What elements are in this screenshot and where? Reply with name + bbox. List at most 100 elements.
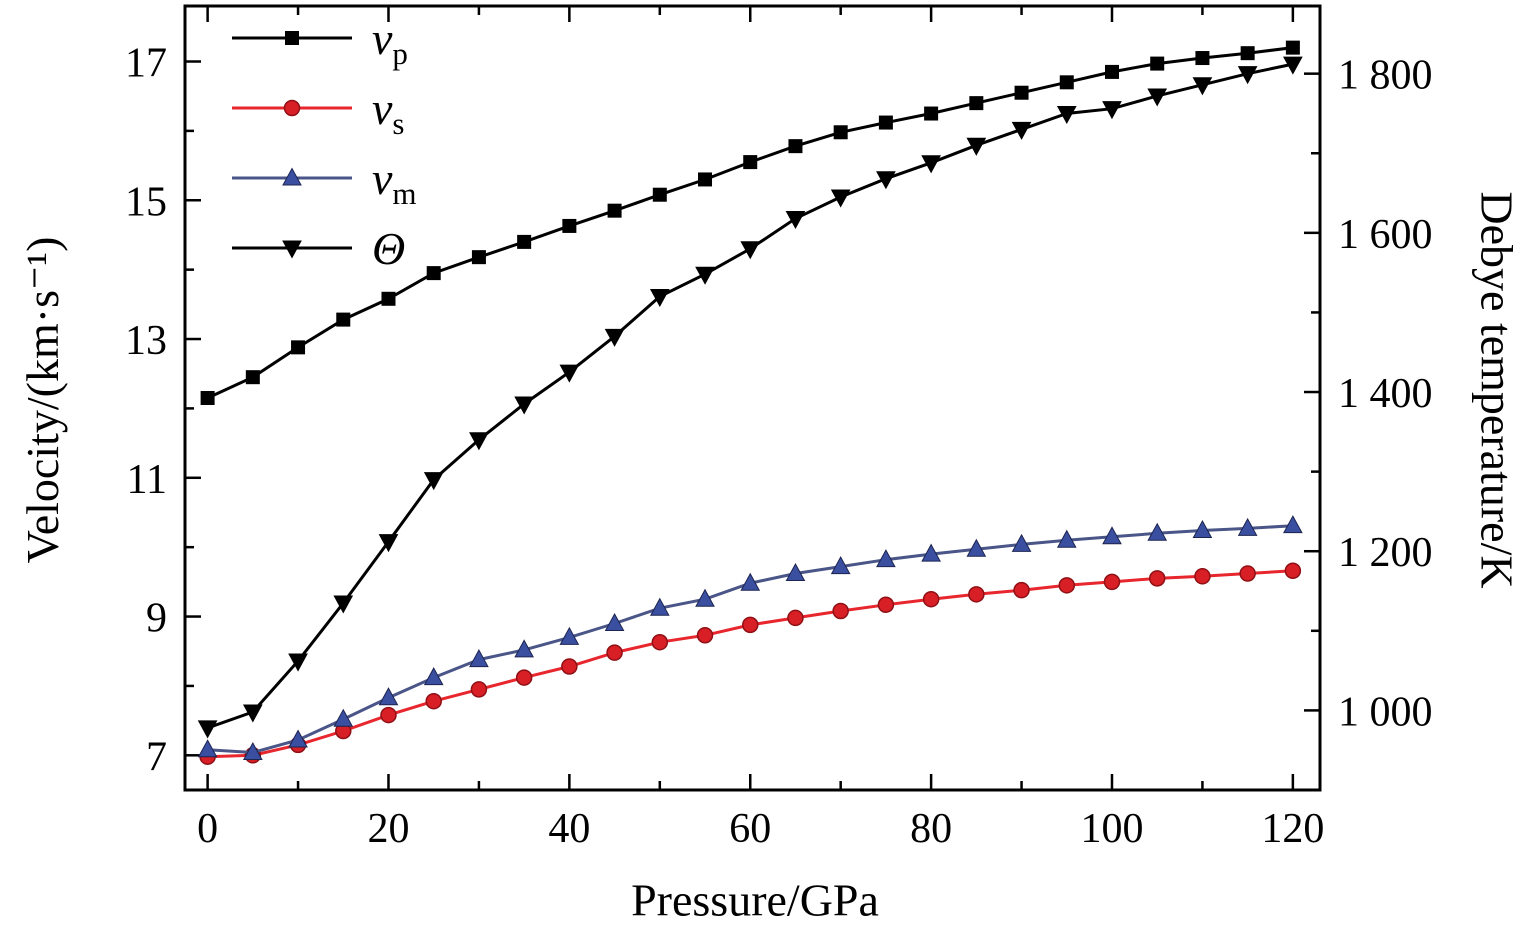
marker-triangle-up xyxy=(649,597,670,616)
marker-circle xyxy=(1103,573,1121,591)
marker-circle xyxy=(922,590,940,608)
marker-square xyxy=(743,155,758,170)
left-tick-label: 17 xyxy=(125,41,167,87)
marker-triangle-up xyxy=(423,667,444,686)
marker-circle xyxy=(1194,568,1211,585)
marker-circle xyxy=(1284,562,1302,580)
marker-triangle-down xyxy=(514,396,534,415)
marker-triangle-up xyxy=(1056,529,1077,548)
marker-triangle-down xyxy=(1147,88,1168,107)
marker-triangle-up xyxy=(1283,515,1303,534)
legend-label: vs xyxy=(372,83,405,141)
marker-circle xyxy=(283,99,301,117)
marker-triangle-down xyxy=(1011,121,1032,140)
marker-square xyxy=(1195,51,1210,66)
marker-triangle-down xyxy=(469,432,489,451)
marker-square xyxy=(285,31,299,45)
marker-triangle-down xyxy=(423,472,444,491)
marker-square xyxy=(336,312,351,327)
marker-triangle-up xyxy=(695,588,715,607)
marker-square xyxy=(833,125,848,140)
marker-triangle-down xyxy=(1283,56,1303,75)
marker-triangle-up xyxy=(966,538,987,557)
marker-circle xyxy=(696,627,714,644)
marker-square xyxy=(291,340,306,355)
marker-circle xyxy=(1148,570,1166,587)
marker-triangle-down xyxy=(1056,105,1077,124)
right-tick-label: 1 600 xyxy=(1338,212,1433,258)
marker-circle xyxy=(1013,581,1030,599)
series-line xyxy=(207,524,1293,755)
marker-triangle-up xyxy=(1192,519,1213,539)
marker-square xyxy=(652,187,667,202)
legend-label: vp xyxy=(372,13,408,71)
marker-square xyxy=(1059,75,1074,90)
marker-triangle-up xyxy=(1147,522,1168,541)
marker-square xyxy=(1150,56,1165,71)
marker-triangle-up xyxy=(785,562,806,582)
x-tick-label: 60 xyxy=(729,806,771,852)
marker-circle xyxy=(651,633,669,651)
marker-circle xyxy=(877,596,895,614)
marker-square xyxy=(245,370,260,385)
marker-square xyxy=(562,218,577,233)
marker-triangle-down xyxy=(966,137,987,156)
marker-triangle-up xyxy=(333,708,354,727)
legend-label: Θ xyxy=(372,223,405,274)
right-axis-ticks: 1 000 1 200 1 400 1 600 1 800 xyxy=(1304,53,1433,735)
x-tick-label: 120 xyxy=(1261,806,1324,852)
marker-triangle-down xyxy=(282,240,302,259)
marker-triangle-down xyxy=(1237,66,1258,85)
right-tick-label: 1 800 xyxy=(1338,53,1433,99)
marker-triangle-up xyxy=(242,741,263,761)
y-axis-label-left: Velocity/(km·s⁻¹) xyxy=(17,236,68,564)
x-tick-label: 40 xyxy=(548,806,590,852)
marker-triangle-down xyxy=(378,534,399,553)
marker-circle xyxy=(470,681,488,698)
marker-triangle-down xyxy=(1192,77,1213,96)
plot-frame xyxy=(183,4,1322,792)
marker-triangle-up xyxy=(1011,533,1032,552)
right-tick-label: 1 400 xyxy=(1338,371,1433,417)
marker-triangle-up xyxy=(604,612,625,631)
series-line xyxy=(206,46,1294,400)
legend-label: vm xyxy=(372,153,417,211)
marker-circle xyxy=(515,669,533,686)
left-tick-label: 15 xyxy=(125,179,167,225)
marker-triangle-down xyxy=(197,720,218,739)
marker-triangle-up xyxy=(1102,526,1122,545)
marker-square xyxy=(969,96,984,111)
x-tick-label: 20 xyxy=(367,806,409,852)
marker-triangle-down xyxy=(649,289,670,308)
x-tick-label: 80 xyxy=(910,806,952,852)
marker-square xyxy=(426,266,441,281)
marker-triangle-down xyxy=(921,155,941,174)
legend: vp vs vm Θ xyxy=(232,13,417,274)
marker-triangle-up xyxy=(559,626,580,645)
x-axis-ticks: 0 20 40 60 80 100 120 xyxy=(197,6,1324,852)
marker-triangle-up xyxy=(830,556,851,575)
marker-square xyxy=(200,391,215,405)
marker-square xyxy=(607,203,622,218)
marker-triangle-down xyxy=(830,189,851,208)
marker-triangle-up xyxy=(921,543,941,562)
marker-square xyxy=(1104,64,1119,79)
x-tick-label: 0 xyxy=(197,806,218,852)
marker-square xyxy=(788,139,803,154)
y-axis-label-right: Debye temperature/K xyxy=(1471,191,1523,589)
marker-square xyxy=(1240,46,1255,61)
marker-circle xyxy=(606,644,623,661)
marker-triangle-up xyxy=(876,549,896,568)
marker-circle xyxy=(741,616,759,634)
left-tick-label: 11 xyxy=(127,457,167,503)
series-vm xyxy=(197,515,1303,761)
marker-circle xyxy=(380,706,397,724)
x-tick-label: 100 xyxy=(1080,806,1143,852)
left-tick-label: 7 xyxy=(146,734,167,780)
marker-square xyxy=(878,115,893,130)
marker-triangle-up xyxy=(197,739,218,758)
marker-triangle-up xyxy=(1237,517,1258,536)
marker-triangle-down xyxy=(695,266,715,285)
